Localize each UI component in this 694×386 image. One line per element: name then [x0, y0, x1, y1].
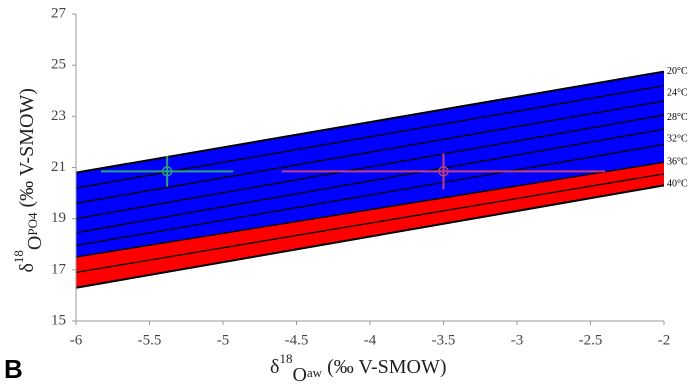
point [161, 166, 173, 177]
point [438, 166, 449, 177]
x-axis-label-part: aw [307, 365, 323, 380]
label-bg [665, 133, 691, 146]
y-axis-label-part: δ [16, 263, 38, 272]
isotherm-line [75, 184, 665, 289]
temperature-label: 32°C [667, 134, 688, 145]
temperature-label: 20°C [667, 66, 688, 77]
x-axis-label-part: δ [270, 356, 279, 378]
band [76, 162, 664, 288]
panel-label: B [4, 354, 23, 384]
y-axis-label: δ18OPO4 (‰ V-SMOW) [11, 88, 46, 272]
label-bg [665, 111, 691, 124]
x-axis-label: δ18Oaw (‰ V-SMOW) [270, 351, 447, 386]
temperature-label: 40°C [667, 178, 688, 189]
x-tick-label: -3.5 [432, 332, 456, 348]
x-tick-label: -5 [217, 332, 230, 348]
isotherm-line [75, 143, 665, 247]
isotherm-line [75, 100, 665, 204]
x-axis-label-part: 18 [279, 351, 292, 366]
x-tick-label: -5.5 [138, 332, 162, 348]
x-tick-label: -2.5 [579, 332, 603, 348]
x-tick-label: -4 [364, 332, 377, 348]
y-tick-label: 15 [51, 312, 66, 328]
y-axis-label-part: 18 [11, 250, 26, 263]
y-axis-label-part: (‰ V-SMOW) [16, 88, 38, 212]
temperature-label: 36°C [667, 157, 688, 168]
label-bg [665, 65, 691, 78]
x-tick-label: -3 [511, 332, 524, 348]
y-tick-label: 23 [51, 108, 66, 124]
y-tick-label: 21 [51, 159, 66, 175]
band [76, 71, 664, 258]
isotherm-line [75, 128, 665, 234]
label-bg [665, 178, 691, 191]
x-axis-label-part: (‰ V-SMOW) [322, 356, 446, 378]
isotherm-line [75, 70, 665, 174]
x-axis-label-part: O [292, 364, 306, 386]
y-tick-label: 27 [51, 5, 67, 21]
label-bg [665, 87, 691, 100]
temperature-label: 24°C [667, 88, 688, 99]
y-tick-label: 17 [51, 261, 67, 277]
isotherm-line [75, 114, 665, 220]
y-tick-label: 25 [51, 57, 66, 73]
label-bg [665, 156, 691, 169]
x-tick-label: -6 [70, 332, 83, 348]
y-tick-label: 19 [51, 210, 66, 226]
y-axis-label-part: O [24, 236, 46, 250]
isotherm-line [75, 173, 665, 274]
x-tick-label: -2 [658, 332, 671, 348]
y-axis-label-part: PO4 [25, 212, 40, 236]
isotherm-line [75, 161, 665, 258]
x-tick-label: -4.5 [285, 332, 309, 348]
temperature-label: 28°C [667, 112, 688, 123]
